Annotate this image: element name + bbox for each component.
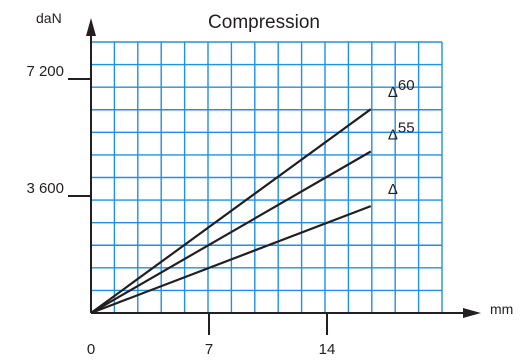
series-label: Δ55: [388, 119, 415, 143]
x-tick-label: 7: [205, 341, 213, 358]
delta-symbol: Δ: [388, 181, 398, 198]
series-name: 55: [398, 119, 415, 136]
y-axis-label: daN: [36, 10, 62, 26]
x-axis-arrow: [463, 308, 481, 318]
y-tick-label: 3 600: [26, 180, 64, 197]
chart-title: Compression: [208, 12, 320, 33]
series-line: [90, 150, 372, 314]
x-tick-label: 14: [319, 341, 336, 358]
delta-symbol: Δ: [388, 84, 398, 101]
x-tick-label: 0: [87, 341, 95, 358]
delta-symbol: Δ: [388, 126, 398, 143]
y-tick-label: 7 200: [26, 63, 64, 80]
series-name: 60: [398, 77, 415, 94]
axes: [68, 18, 481, 335]
series-label: Δ60: [388, 77, 415, 101]
grid: [91, 41, 443, 313]
y-axis-arrow: [86, 18, 96, 36]
series-line: [90, 205, 372, 315]
series-lines: [90, 108, 372, 315]
series-line: [90, 108, 372, 314]
series-label: Δ: [388, 181, 398, 198]
x-axis-label: mm: [490, 301, 513, 317]
